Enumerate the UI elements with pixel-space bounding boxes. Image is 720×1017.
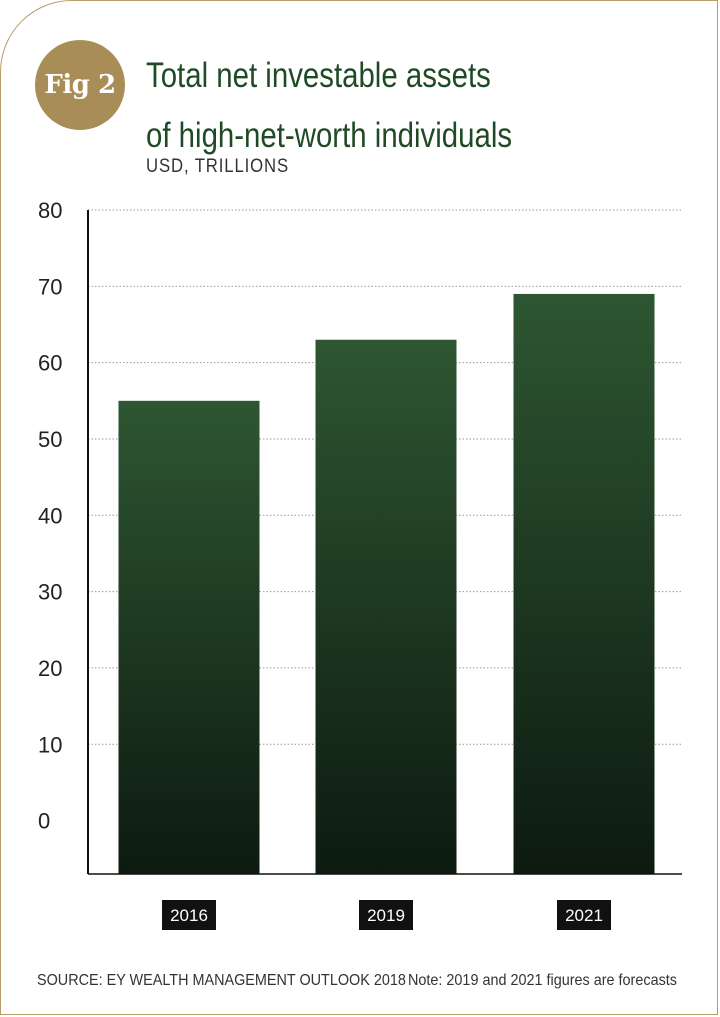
chart-title-line-2: of high-net-worth individuals — [146, 116, 513, 155]
bar-2016 — [118, 400, 260, 874]
x-category-label: 2021 — [565, 906, 603, 925]
x-category-labels: 2016 2019 2021 — [162, 900, 611, 930]
bars — [118, 293, 655, 874]
bar-2019 — [315, 339, 457, 874]
y-tick-label: 60 — [38, 351, 62, 376]
x-label-box — [359, 900, 413, 930]
y-tick-label: 50 — [38, 427, 62, 452]
forecast-note: Note: 2019 and 2021 figures are forecast… — [408, 972, 677, 989]
x-category-label: 2016 — [170, 906, 208, 925]
figure-badge: Fig 2 — [35, 40, 125, 130]
y-tick-label: 0 — [38, 809, 50, 834]
y-tick-label: 20 — [38, 656, 62, 681]
chart-title: Total net investable assets of high-net-… — [146, 46, 583, 166]
x-label-box — [557, 900, 611, 930]
chart-unit-label: USD, TRILLIONS — [146, 156, 290, 177]
y-tick-label: 10 — [38, 732, 62, 757]
axes — [87, 210, 682, 875]
chart-title-line-1: Total net investable assets — [146, 56, 491, 95]
y-tick-label: 40 — [38, 503, 62, 528]
x-category-label: 2019 — [367, 906, 405, 925]
y-tick-label: 80 — [38, 198, 62, 223]
bar-chart: 0 10 20 30 40 50 60 70 80 2016 2019 2021 — [38, 198, 682, 930]
y-tick-label: 30 — [38, 580, 62, 605]
y-tick-label: 70 — [38, 274, 62, 299]
bar-2021 — [513, 293, 655, 874]
x-label-box — [162, 900, 216, 930]
source-note: SOURCE: EY WEALTH MANAGEMENT OUTLOOK 201… — [37, 972, 406, 989]
y-tick-labels: 0 10 20 30 40 50 60 70 80 — [38, 198, 62, 834]
